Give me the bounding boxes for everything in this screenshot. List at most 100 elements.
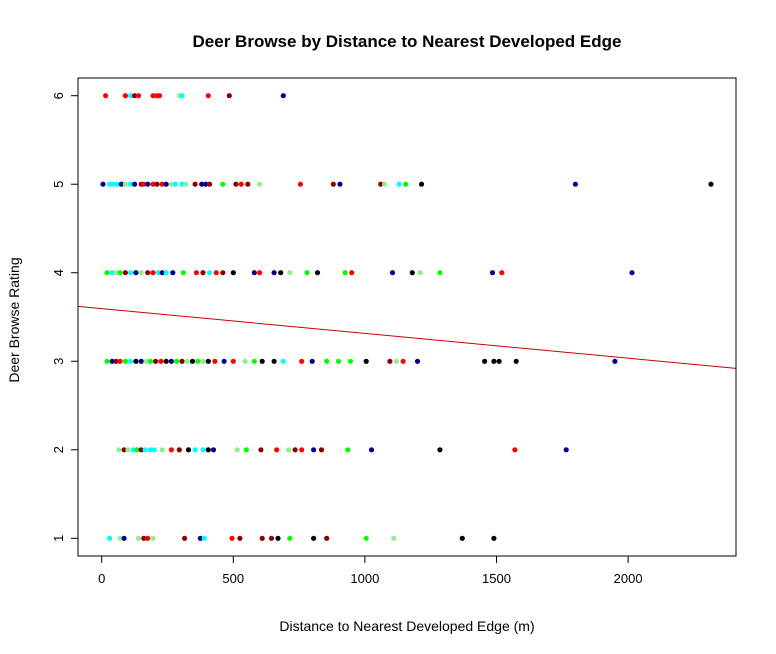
data-point bbox=[280, 93, 286, 99]
data-point bbox=[197, 535, 203, 541]
data-point bbox=[128, 93, 134, 99]
regression-line bbox=[78, 305, 736, 369]
data-point bbox=[132, 93, 138, 99]
data-point bbox=[145, 535, 151, 541]
data-point bbox=[107, 535, 113, 541]
x-axis-label: Distance to Nearest Developed Edge (m) bbox=[279, 618, 534, 634]
data-point bbox=[220, 270, 226, 276]
data-point bbox=[151, 447, 157, 453]
data-point bbox=[147, 447, 153, 453]
data-point bbox=[145, 181, 151, 187]
data-point bbox=[150, 93, 156, 99]
x-tick-label: 0 bbox=[98, 571, 105, 586]
data-point bbox=[297, 181, 303, 187]
data-point bbox=[286, 447, 292, 453]
data-point bbox=[309, 358, 315, 364]
x-tick-label: 500 bbox=[222, 571, 244, 586]
data-point bbox=[128, 270, 134, 276]
data-point bbox=[184, 358, 190, 364]
data-points bbox=[100, 93, 714, 541]
chart-title: Deer Browse by Distance to Nearest Devel… bbox=[193, 32, 622, 51]
data-point bbox=[299, 447, 305, 453]
data-point bbox=[324, 358, 330, 364]
data-point bbox=[409, 270, 415, 276]
data-point bbox=[170, 270, 176, 276]
data-point bbox=[128, 358, 134, 364]
data-point bbox=[318, 447, 325, 453]
data-point bbox=[172, 181, 178, 187]
data-point bbox=[491, 535, 497, 541]
data-point bbox=[363, 535, 369, 541]
data-point bbox=[212, 358, 218, 364]
data-point bbox=[192, 447, 198, 453]
data-point bbox=[238, 181, 244, 187]
data-point bbox=[179, 93, 185, 99]
data-point bbox=[396, 181, 402, 187]
data-point bbox=[134, 447, 140, 453]
data-point bbox=[121, 535, 127, 541]
data-point bbox=[135, 93, 142, 99]
data-point bbox=[207, 181, 213, 187]
data-point bbox=[189, 358, 196, 364]
data-point bbox=[496, 358, 502, 364]
data-point bbox=[153, 358, 159, 364]
data-point bbox=[117, 535, 123, 541]
data-point bbox=[242, 358, 248, 364]
data-point bbox=[104, 358, 110, 364]
data-point bbox=[349, 270, 355, 276]
data-point bbox=[150, 535, 156, 541]
data-point bbox=[245, 181, 251, 187]
data-point bbox=[629, 270, 635, 276]
data-point bbox=[400, 358, 406, 364]
data-point bbox=[378, 181, 384, 187]
y-tick-label: 3 bbox=[51, 358, 66, 365]
y-axis: 1 2 3 4 5 6 bbox=[51, 92, 79, 542]
data-point bbox=[128, 181, 134, 187]
data-point bbox=[513, 358, 519, 364]
data-point bbox=[145, 270, 151, 276]
data-point bbox=[159, 447, 165, 453]
data-point bbox=[138, 270, 144, 276]
data-point bbox=[243, 447, 249, 453]
x-tick-label: 1500 bbox=[482, 571, 511, 586]
data-point bbox=[287, 270, 293, 276]
data-point bbox=[163, 181, 169, 187]
data-point bbox=[150, 181, 156, 187]
data-point bbox=[418, 181, 425, 187]
data-point bbox=[125, 447, 131, 453]
data-point bbox=[403, 181, 409, 187]
data-point bbox=[363, 358, 369, 364]
data-point bbox=[437, 447, 443, 453]
data-point bbox=[147, 358, 153, 364]
data-point bbox=[183, 181, 189, 187]
data-point bbox=[368, 447, 375, 453]
y-tick-label: 1 bbox=[51, 535, 66, 542]
data-point bbox=[179, 358, 185, 364]
data-point bbox=[100, 181, 106, 187]
data-point bbox=[122, 358, 128, 364]
data-point bbox=[168, 358, 174, 364]
data-point bbox=[118, 181, 124, 187]
data-point bbox=[482, 358, 488, 364]
data-point bbox=[251, 270, 257, 276]
data-point bbox=[414, 358, 421, 364]
data-point bbox=[157, 93, 163, 99]
data-point bbox=[342, 270, 348, 276]
data-point bbox=[612, 358, 618, 364]
data-point bbox=[192, 181, 198, 187]
data-point bbox=[324, 535, 330, 541]
data-point bbox=[201, 535, 207, 541]
data-point bbox=[205, 447, 211, 453]
data-point bbox=[103, 93, 109, 99]
data-point bbox=[234, 447, 240, 453]
data-point bbox=[299, 358, 305, 364]
data-point bbox=[278, 270, 284, 276]
data-point bbox=[113, 270, 119, 276]
data-point bbox=[195, 358, 201, 364]
data-point bbox=[109, 358, 115, 364]
data-point bbox=[221, 358, 227, 364]
data-point bbox=[258, 447, 264, 453]
data-point bbox=[168, 181, 174, 187]
y-axis-label: Deer Browse Rating bbox=[6, 257, 22, 382]
data-point bbox=[133, 270, 139, 276]
